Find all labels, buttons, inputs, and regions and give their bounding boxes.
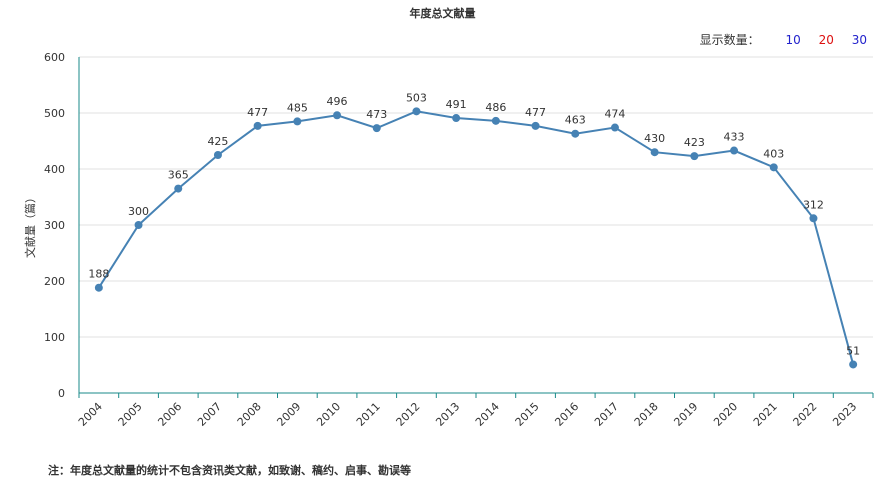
y-tick-label: 0	[58, 387, 65, 400]
data-point	[293, 117, 302, 126]
x-tick-label: 2018	[632, 400, 661, 429]
data-point	[491, 116, 500, 125]
x-tick-label: 2012	[394, 400, 423, 429]
x-tick-label: 2023	[830, 400, 859, 429]
x-tick-label: 2016	[552, 400, 581, 429]
data-point	[809, 214, 818, 223]
data-point	[333, 111, 342, 120]
data-point	[253, 121, 262, 130]
data-label: 51	[846, 344, 860, 357]
display-count-label: 显示数量：	[699, 33, 760, 47]
data-point	[412, 107, 421, 116]
data-label: 463	[565, 114, 586, 127]
data-label: 425	[207, 135, 228, 148]
data-label: 300	[128, 205, 149, 218]
data-label: 486	[485, 101, 506, 114]
x-tick-label: 2005	[116, 400, 145, 429]
data-label: 491	[446, 98, 467, 111]
x-tick-label: 2017	[592, 400, 621, 429]
data-label: 477	[525, 106, 546, 119]
y-tick-label: 200	[44, 275, 65, 288]
data-label: 312	[803, 198, 824, 211]
data-point	[452, 114, 461, 123]
chart-title: 年度总文献量	[409, 7, 476, 20]
data-point	[213, 151, 222, 159]
data-point	[531, 121, 540, 130]
data-label: 477	[247, 106, 268, 119]
count-option-20[interactable]: 20	[818, 33, 834, 47]
x-tick-label: 2019	[671, 400, 700, 429]
x-tick-label: 2021	[751, 400, 780, 429]
series-line	[98, 110, 855, 365]
x-tick-label: 2022	[791, 400, 820, 429]
data-point	[571, 129, 580, 138]
data-label: 503	[406, 91, 427, 104]
data-label: 433	[724, 131, 745, 144]
x-tick-label: 2013	[433, 400, 462, 429]
data-label: 473	[366, 108, 387, 121]
y-axis-label: 文献量（篇）	[23, 192, 37, 258]
x-tick-label: 2004	[76, 400, 105, 429]
footnote: 注：年度总文献量的统计不包含资讯类文献，如致谢、稿约、启事、勘误等	[48, 464, 411, 477]
x-tick-label: 2008	[235, 400, 264, 429]
data-point	[690, 152, 699, 161]
y-tick-label: 300	[44, 219, 65, 232]
data-label: 403	[763, 147, 784, 160]
data-point	[650, 148, 659, 157]
data-label: 365	[168, 169, 189, 182]
data-point	[769, 163, 778, 172]
count-option-30[interactable]: 30	[851, 33, 867, 47]
data-point	[94, 283, 103, 292]
data-label: 188	[88, 268, 109, 281]
y-tick-label: 400	[44, 163, 65, 176]
display-count-selector: 显示数量： 10 20 30	[700, 31, 867, 48]
count-option-10[interactable]: 10	[785, 33, 801, 47]
y-tick-label: 500	[44, 107, 65, 120]
data-label: 474	[604, 108, 625, 121]
data-point	[730, 146, 739, 155]
x-tick-label: 2015	[513, 400, 542, 429]
data-label: 430	[644, 132, 665, 145]
x-tick-label: 2009	[274, 400, 303, 429]
x-tick-label: 2020	[711, 400, 740, 429]
data-point	[849, 360, 858, 369]
x-tick-label: 2014	[473, 400, 502, 429]
y-tick-label: 600	[44, 51, 65, 64]
data-label: 423	[684, 136, 705, 149]
x-tick-label: 2010	[314, 400, 343, 429]
x-tick-label: 2007	[195, 400, 224, 429]
data-label: 496	[327, 95, 348, 108]
data-point	[134, 221, 143, 229]
data-label: 485	[287, 101, 308, 114]
data-point	[372, 124, 381, 133]
data-point	[610, 123, 619, 132]
x-tick-label: 2006	[155, 400, 184, 429]
x-tick-label: 2011	[354, 400, 383, 429]
y-tick-label: 100	[44, 331, 65, 344]
data-point	[174, 184, 183, 193]
